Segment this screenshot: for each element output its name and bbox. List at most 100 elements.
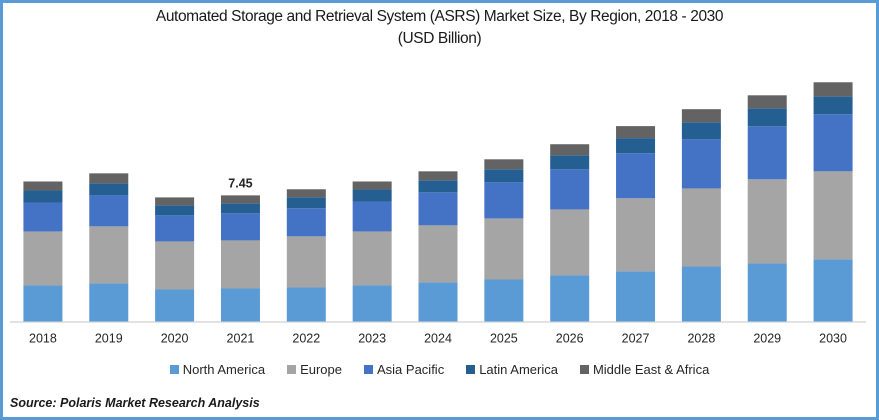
chart-subtitle: (USD Billion) [397,30,482,47]
bar-middle-east-africa-2024 [418,171,458,181]
source-note: Source: Polaris Market Research Analysis [10,396,260,410]
x-tick-label: 2027 [622,332,650,346]
x-tick-label: 2030 [819,332,847,346]
bar-asia-pacific-2018 [23,202,63,232]
bar-latin-america-2024 [418,180,458,193]
bar-middle-east-africa-2019 [89,173,129,184]
bar-latin-america-2030 [813,96,853,115]
bar-europe-2024 [418,225,458,283]
bar-asia-pacific-2021 [220,213,260,241]
bar-middle-east-africa-2029 [747,95,787,109]
legend-swatch [287,365,297,374]
bar-middle-east-africa-2023 [352,181,392,190]
chart-title: Automated Storage and Retrieval System (… [155,8,724,25]
bar-middle-east-africa-2026 [550,144,590,156]
bar-asia-pacific-2026 [550,169,590,210]
bar-asia-pacific-2027 [616,153,656,199]
bar-north-america-2029 [747,263,787,322]
bar-north-america-2027 [616,271,656,322]
bar-latin-america-2020 [155,205,195,216]
bar-north-america-2026 [550,275,590,322]
bar-asia-pacific-2022 [286,208,326,237]
bar-latin-america-2018 [23,190,63,203]
legend-label: Middle East & Africa [592,362,710,377]
legend-item-europe: Europe [287,362,342,377]
bar-europe-2018 [23,231,63,286]
bar-asia-pacific-2028 [681,139,721,189]
bar-europe-2023 [352,231,392,286]
x-tick-label: 2022 [292,332,320,346]
bar-north-america-2024 [418,282,458,322]
data-label-2021: 7.45 [228,176,252,190]
bar-europe-2020 [155,241,195,290]
x-tick-label: 2026 [556,332,584,346]
x-tick-label: 2020 [161,332,189,346]
bar-middle-east-africa-2027 [616,126,656,139]
legend-swatch [466,365,476,374]
bar-north-america-2025 [484,279,524,322]
x-tick-label: 2029 [753,332,781,346]
bar-europe-2028 [681,188,721,267]
bar-latin-america-2027 [616,138,656,154]
legend: North America Europe Asia Pacific Latin Ame… [0,362,879,377]
bar-asia-pacific-2023 [352,201,392,232]
bar-asia-pacific-2019 [89,195,129,227]
legend-item-middle-east-africa: Middle East & Africa [579,362,710,377]
x-tick-label: 2021 [227,332,255,346]
bar-asia-pacific-2024 [418,192,458,226]
bar-latin-america-2029 [747,108,787,127]
bar-north-america-2020 [155,289,195,322]
legend-item-latin-america: Latin America [466,362,558,377]
bar-latin-america-2025 [484,169,524,183]
bar-asia-pacific-2025 [484,182,524,219]
legend-item-asia-pacific: Asia Pacific [364,362,444,377]
bar-latin-america-2022 [286,197,326,209]
x-tick-label: 2025 [490,332,518,346]
bar-asia-pacific-2020 [155,215,195,242]
bar-europe-2022 [286,236,326,288]
chart-title-block: Automated Storage and Retrieval System (… [0,6,879,50]
bar-middle-east-africa-2025 [484,159,524,170]
bar-middle-east-africa-2020 [155,197,195,206]
bar-europe-2019 [89,226,129,284]
bar-north-america-2018 [23,285,63,322]
bar-north-america-2022 [286,287,326,322]
bar-north-america-2021 [220,288,260,322]
bar-middle-east-africa-2018 [23,181,63,191]
legend-swatch [169,365,179,374]
bar-asia-pacific-2030 [813,114,853,172]
bar-europe-2029 [747,179,787,264]
bar-middle-east-africa-2030 [813,82,853,97]
x-tick-label: 2018 [29,332,57,346]
bar-asia-pacific-2029 [747,126,787,180]
legend-label: North America [182,362,266,377]
x-tick-label: 2019 [95,332,123,346]
bar-europe-2026 [550,209,590,276]
legend-label: Europe [300,362,342,377]
x-tick-label: 2024 [424,332,452,346]
bar-middle-east-africa-2028 [681,109,721,123]
bar-north-america-2019 [89,283,129,322]
x-tick-label: 2028 [687,332,715,346]
legend-swatch [579,365,589,374]
legend-label: Latin America [479,362,558,377]
bar-europe-2025 [484,218,524,280]
bar-north-america-2028 [681,266,721,322]
bar-latin-america-2028 [681,122,721,140]
bar-europe-2027 [616,198,656,272]
bar-europe-2030 [813,171,853,260]
x-tick-label: 2023 [358,332,386,346]
bar-middle-east-africa-2022 [286,189,326,198]
bar-latin-america-2023 [352,189,392,202]
bar-middle-east-africa-2021 [220,195,260,204]
legend-item-north-america: North America [169,362,266,377]
legend-label: Asia Pacific [377,362,445,377]
bar-latin-america-2019 [89,183,129,196]
legend-swatch [364,365,373,374]
bar-latin-america-2021 [220,203,260,214]
bar-north-america-2023 [352,285,392,322]
bar-europe-2021 [220,240,260,289]
bar-latin-america-2026 [550,155,590,170]
bar-north-america-2030 [813,259,853,322]
